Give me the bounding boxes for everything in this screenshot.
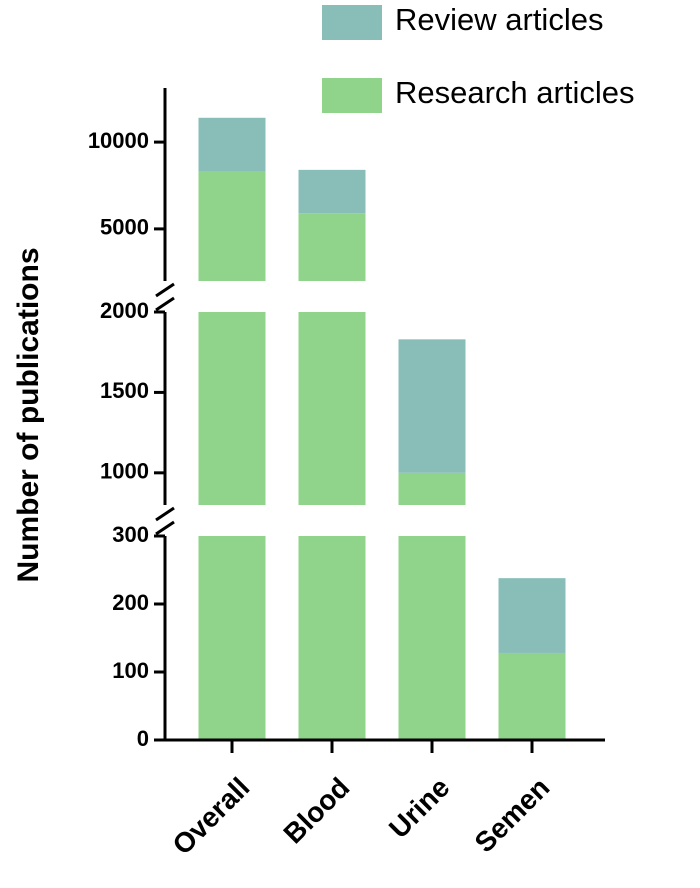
y-tick-label: 2000 [100,298,149,323]
bar [198,312,266,505]
axis-break [155,506,175,522]
y-tick-label: 10000 [88,128,149,153]
x-tick-label: Blood [277,772,355,850]
axis-break [155,520,175,536]
y-tick-label: 300 [112,522,149,547]
y-tick-label: 1000 [100,459,149,484]
y-tick-label: 5000 [100,215,149,240]
bar [298,312,366,505]
y-tick-label: 200 [112,590,149,615]
bar [398,536,466,740]
y-axis-label: Number of publications [12,247,45,582]
legend-swatch [322,5,382,40]
bar [198,536,266,740]
bar [198,117,266,172]
x-tick-label: Semen [469,772,556,859]
bar [498,652,566,740]
bar [198,171,266,281]
axis-break [155,282,175,298]
legend-swatch [322,78,382,113]
legend-label: Review articles [395,2,603,37]
y-tick-label: 100 [112,658,149,683]
bar [398,339,466,473]
y-tick-label: 0 [137,726,149,751]
x-tick-label: Urine [383,772,456,845]
legend-label: Research articles [395,75,634,110]
axis-break [155,296,175,312]
bar [498,578,566,653]
x-tick-label: Overall [166,772,255,861]
bar [298,536,366,740]
bar [298,213,366,281]
bar [298,169,366,214]
bar [398,472,466,505]
y-tick-label: 1500 [100,378,149,403]
